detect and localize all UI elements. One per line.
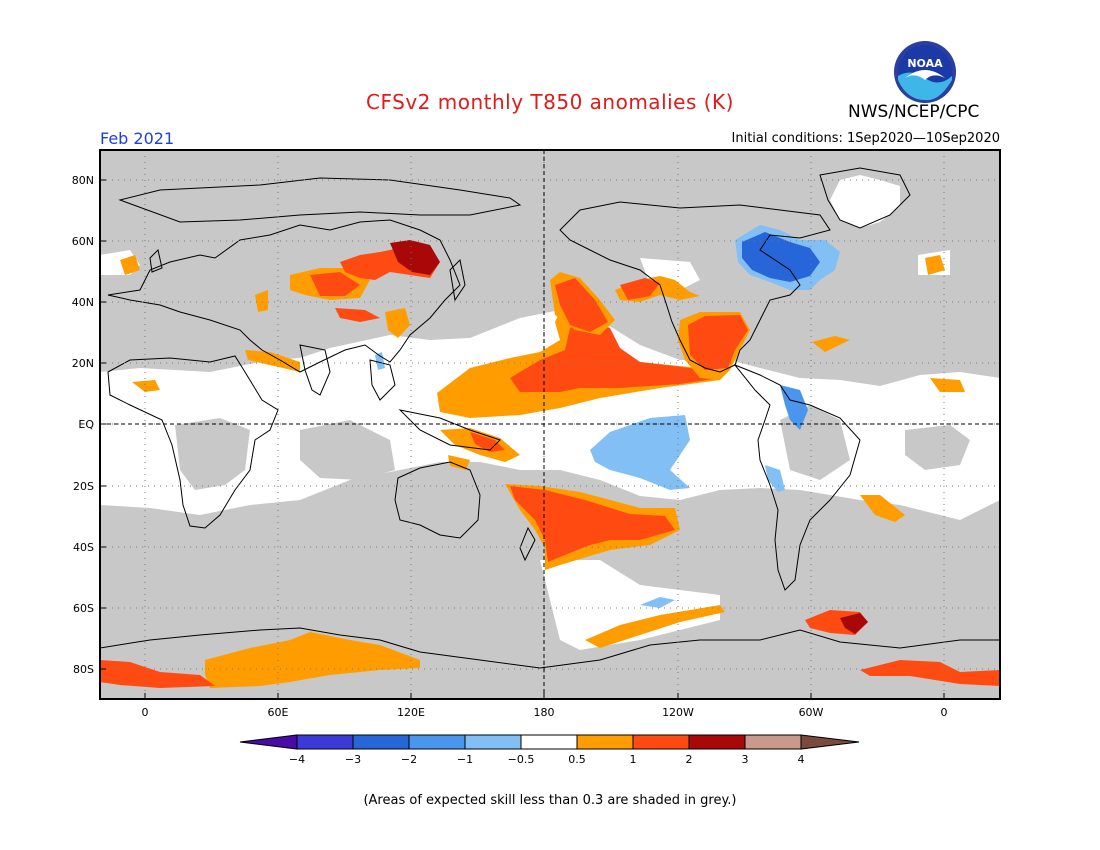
latitude-labels: 80N 60N 40N 20N EQ 20S 40S 60S 80S (72, 174, 106, 676)
colorbar-swatch (464, 734, 522, 750)
noaa-logo: NOAA (893, 40, 957, 104)
longitude-labels: 0 60E 120E 180 120W 60W 0 (142, 693, 948, 719)
lat-label: 80S (73, 663, 94, 676)
skill-caption: (Areas of expected skill less than 0.3 a… (363, 793, 737, 808)
lat-label: 60N (72, 235, 94, 248)
chart-title: CFSv2 monthly T850 anomalies (K) (366, 90, 734, 114)
colorbar-label: −0.5 (508, 753, 535, 766)
lon-label: 0 (941, 706, 948, 719)
colorbar-label: 3 (742, 753, 749, 766)
lon-label: 60E (268, 706, 289, 719)
colorbar-label: 0.5 (568, 753, 586, 766)
lat-label: 40S (73, 541, 94, 554)
colorbar-label: 2 (686, 753, 693, 766)
lat-label: 20N (72, 357, 94, 370)
colorbar-label: −1 (457, 753, 473, 766)
graticule (100, 150, 1000, 699)
lat-label: 20S (73, 480, 94, 493)
lon-label: 60W (799, 706, 824, 719)
colorbar-swatch (408, 734, 466, 750)
colorbar-arrow-high (800, 734, 860, 750)
colorbar-swatch (576, 734, 634, 750)
forecast-month: Feb 2021 (100, 129, 175, 148)
lat-label: 60S (73, 602, 94, 615)
colorbar-swatch (520, 734, 578, 750)
lat-label: 40N (72, 296, 94, 309)
lon-label: 120E (397, 706, 425, 719)
colorbar-swatch (688, 734, 746, 750)
logo-text: NOAA (907, 57, 943, 70)
lat-label: EQ (78, 418, 94, 431)
lon-label: 180 (534, 706, 555, 719)
lon-label: 0 (142, 706, 149, 719)
initial-conditions: Initial conditions: 1Sep2020—10Sep2020 (731, 131, 1000, 146)
colorbar-swatch (632, 734, 690, 750)
colorbar-label: 1 (630, 753, 637, 766)
colorbar-label: −2 (401, 753, 417, 766)
colorbar-label: 4 (798, 753, 805, 766)
colorbar-arrow-low (239, 734, 298, 750)
lon-label: 120W (662, 706, 694, 719)
colorbar-label: −4 (289, 753, 305, 766)
coastlines (100, 167, 1000, 669)
colorbar-label: −3 (345, 753, 361, 766)
lat-label: 80N (72, 174, 94, 187)
colorbar-swatch (352, 734, 410, 750)
colorbar: −4 −3 −2 −1 −0.5 0.5 1 2 3 4 (239, 734, 860, 766)
org-label: NWS/NCEP/CPC (848, 102, 980, 122)
pacific-cool-patch (590, 415, 690, 490)
colorbar-swatch (744, 734, 802, 750)
colorbar-swatch (296, 734, 354, 750)
